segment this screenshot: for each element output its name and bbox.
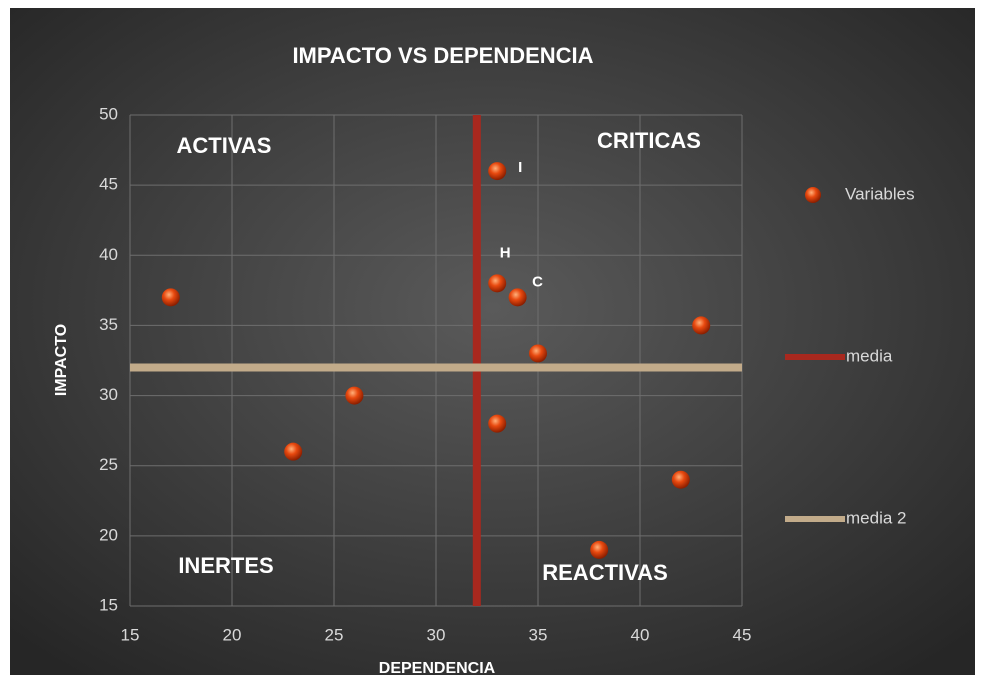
x-tick-label: 35 xyxy=(529,625,548,644)
y-tick-label: 40 xyxy=(99,245,118,264)
data-point xyxy=(488,162,507,181)
x-tick-label: 30 xyxy=(427,625,446,644)
quadrant-label: ACTIVAS xyxy=(177,133,272,158)
y-tick-label: 30 xyxy=(99,385,118,404)
quadrant-label: CRITICAS xyxy=(597,128,701,153)
chart-background xyxy=(10,8,975,675)
legend-marker xyxy=(805,187,821,203)
quadrant-label: INERTES xyxy=(178,553,273,578)
y-axis-title: IMPACTO xyxy=(53,324,70,396)
data-point xyxy=(345,386,364,405)
chart-title: IMPACTO VS DEPENDENCIA xyxy=(292,43,593,68)
data-point xyxy=(284,442,303,461)
data-point xyxy=(692,316,711,335)
legend-label: media xyxy=(846,346,893,365)
y-tick-label: 35 xyxy=(99,315,118,334)
data-point xyxy=(488,274,507,293)
data-point xyxy=(161,288,180,307)
x-tick-label: 20 xyxy=(223,625,242,644)
point-label: H xyxy=(500,244,511,261)
data-point xyxy=(529,344,547,363)
x-tick-label: 45 xyxy=(733,625,752,644)
point-label: C xyxy=(532,273,543,290)
data-point xyxy=(671,470,690,489)
x-tick-label: 25 xyxy=(325,625,344,644)
y-tick-label: 25 xyxy=(99,455,118,474)
legend-label: Variables xyxy=(845,184,915,203)
legend-label: media 2 xyxy=(846,508,906,527)
y-tick-label: 50 xyxy=(99,104,118,123)
data-point xyxy=(488,414,507,433)
data-point xyxy=(590,540,609,559)
x-axis-title: DEPENDENCIA xyxy=(379,660,496,677)
point-label: I xyxy=(518,159,522,176)
x-tick-label: 40 xyxy=(631,625,650,644)
quadrant-label: REACTIVAS xyxy=(542,560,668,585)
y-tick-label: 45 xyxy=(99,175,118,194)
data-point xyxy=(508,288,527,307)
y-tick-label: 15 xyxy=(99,595,118,614)
y-tick-label: 20 xyxy=(99,525,118,544)
x-tick-label: 15 xyxy=(121,625,140,644)
